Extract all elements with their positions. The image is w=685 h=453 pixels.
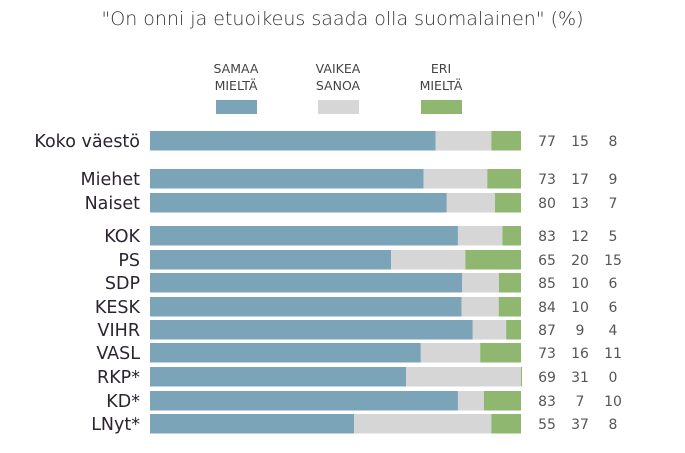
data-label: 20 [571, 253, 589, 269]
bar-segment [495, 193, 521, 213]
bar-segment [150, 320, 473, 340]
bar-segment [502, 226, 521, 246]
legend-label-line: SANOA [315, 78, 361, 93]
category-label: PS [118, 251, 140, 271]
data-label: 65 [538, 253, 556, 269]
category-label: Miehet [81, 170, 141, 190]
bar-segment [483, 391, 521, 411]
category-label: LNyt* [91, 415, 140, 435]
bar-segment [150, 273, 463, 293]
category-label: KESK [95, 298, 141, 318]
data-label: 87 [538, 323, 556, 339]
bar-segment [391, 250, 466, 270]
category-label: Naiset [85, 194, 141, 214]
bar-segment [498, 273, 521, 293]
bar-segment [521, 367, 522, 387]
data-label: 0 [609, 370, 618, 386]
bar-segment [498, 297, 521, 317]
category-label: RKP* [97, 368, 140, 388]
legend-swatch [420, 100, 462, 114]
data-label: 8 [609, 134, 618, 150]
data-label: 11 [604, 346, 622, 362]
data-label: 12 [571, 229, 589, 245]
data-label: 8 [609, 417, 618, 433]
bar-segment [446, 193, 496, 213]
data-label: 69 [538, 370, 556, 386]
category-label: VIHR [98, 321, 140, 341]
bar-segment [506, 320, 521, 340]
bar-segment [420, 343, 481, 363]
bar-segment [150, 343, 421, 363]
legend-label-line: SAMAA [213, 61, 259, 76]
chart-title: "On onni ja etuoikeus saada olla suomala… [101, 8, 584, 30]
data-label: 31 [571, 370, 589, 386]
data-label: 80 [538, 196, 556, 212]
data-label: 10 [571, 300, 589, 316]
bar-segment [491, 131, 521, 151]
bar-segment [491, 414, 521, 434]
bar-segment [457, 226, 503, 246]
data-label: 5 [609, 229, 618, 245]
data-label: 17 [571, 172, 589, 188]
bar-segment [354, 414, 492, 434]
bar-segment [150, 414, 355, 434]
bar-segment [423, 169, 488, 189]
data-label: 9 [609, 172, 618, 188]
legend-label-line: VAIKEA [315, 61, 361, 76]
bar-segment [150, 250, 392, 270]
data-label: 16 [571, 346, 589, 362]
bar-segment [472, 320, 507, 340]
data-label: 7 [576, 394, 585, 410]
data-label: 73 [538, 172, 556, 188]
legend-swatch [215, 100, 257, 114]
bar-segment [150, 169, 424, 189]
bar-segment [462, 273, 499, 293]
data-label: 4 [609, 323, 618, 339]
bar-segment [150, 131, 436, 151]
legend-item-eri: ERI MIELTÄ [401, 60, 481, 114]
legend-item-vaikea: VAIKEA SANOA [298, 60, 378, 114]
bar-segment [461, 297, 499, 317]
legend-label-line: MIELTÄ [214, 78, 258, 93]
bar-segment [435, 131, 492, 151]
bar-segment [487, 169, 521, 189]
category-label: VASL [96, 344, 140, 364]
category-label: KOK [104, 227, 140, 247]
data-label: 77 [538, 134, 556, 150]
bar-segment [465, 250, 521, 270]
category-label: KD* [106, 392, 140, 412]
data-label: 83 [538, 394, 556, 410]
bar-segment [150, 226, 458, 246]
legend-swatch [317, 100, 359, 114]
bar-segment [150, 367, 406, 387]
data-label: 37 [571, 417, 589, 433]
bar-segment [457, 391, 484, 411]
data-label: 85 [538, 276, 556, 292]
bar-segment [405, 367, 521, 387]
data-label: 13 [571, 196, 589, 212]
bar-segment [150, 297, 462, 317]
data-label: 6 [609, 300, 618, 316]
data-label: 83 [538, 229, 556, 245]
data-label: 73 [538, 346, 556, 362]
data-label: 7 [609, 196, 618, 212]
bar-segment [150, 193, 447, 213]
category-label: Koko väestö [34, 132, 140, 152]
data-label: 15 [571, 134, 589, 150]
bar-segment [480, 343, 521, 363]
data-label: 10 [571, 276, 589, 292]
legend-item-samaa: SAMAA MIELTÄ [196, 60, 276, 114]
data-label: 10 [604, 394, 622, 410]
data-label: 15 [604, 253, 622, 269]
legend-label-line: MIELTÄ [419, 78, 463, 93]
data-label: 55 [538, 417, 556, 433]
bar-segment [150, 391, 458, 411]
data-label: 84 [538, 300, 556, 316]
data-label: 6 [609, 276, 618, 292]
data-label: 9 [576, 323, 585, 339]
category-label: SDP [105, 274, 140, 294]
legend-label-line: ERI [430, 61, 452, 76]
